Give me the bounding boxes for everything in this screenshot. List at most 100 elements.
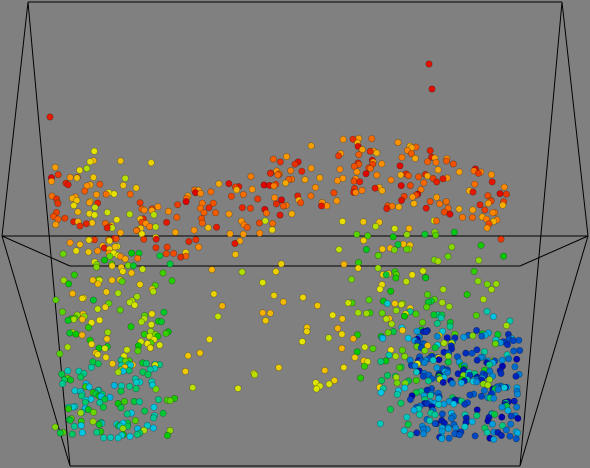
data-point (340, 260, 348, 268)
data-point (233, 186, 241, 194)
data-point (125, 366, 133, 374)
data-point (150, 211, 158, 219)
data-point (182, 198, 190, 206)
data-point (159, 409, 167, 417)
data-point (432, 217, 440, 225)
data-point (420, 179, 428, 187)
data-point (60, 276, 68, 284)
data-point (473, 326, 481, 334)
data-point (458, 213, 466, 221)
data-point (66, 416, 74, 424)
data-point (421, 347, 429, 355)
data-point (268, 226, 276, 234)
data-point (419, 372, 427, 380)
data-point (251, 371, 259, 379)
data-point (499, 422, 507, 430)
data-point (428, 85, 436, 93)
data-point (498, 403, 506, 411)
data-point (209, 199, 217, 207)
data-point (321, 366, 329, 374)
data-point (51, 423, 59, 431)
data-point (160, 308, 168, 316)
data-point (133, 293, 141, 301)
data-point (108, 262, 116, 270)
data-point (461, 400, 469, 408)
data-point (516, 346, 524, 354)
data-point (490, 435, 498, 443)
data-point (291, 160, 299, 168)
data-point (103, 335, 111, 343)
data-point (96, 180, 104, 188)
data-point (489, 209, 497, 217)
data-point (94, 360, 102, 368)
data-point (213, 223, 221, 231)
data-point (132, 184, 140, 192)
data-point (419, 267, 427, 275)
data-point (401, 352, 409, 360)
data-point (277, 196, 285, 204)
data-point (356, 178, 364, 186)
data-point (429, 356, 437, 364)
data-point (358, 186, 366, 194)
data-point (103, 224, 111, 232)
data-point (139, 265, 147, 273)
data-point (81, 187, 89, 195)
data-point (177, 253, 185, 261)
data-point (168, 277, 176, 285)
data-point (452, 424, 460, 432)
data-point (407, 150, 415, 158)
data-point (205, 335, 213, 343)
data-point (440, 339, 448, 347)
data-point (102, 288, 110, 296)
data-point (234, 384, 242, 392)
data-point (335, 152, 343, 160)
data-point (134, 254, 142, 262)
data-point (88, 219, 96, 227)
data-point (266, 169, 274, 177)
data-point (142, 359, 150, 367)
data-point (227, 192, 235, 200)
data-point (298, 338, 306, 346)
data-point (492, 280, 500, 288)
data-point (507, 420, 515, 428)
data-point (189, 384, 197, 392)
data-point (376, 285, 384, 293)
data-point (102, 353, 110, 361)
data-point (247, 204, 255, 212)
data-point (473, 411, 481, 419)
data-point (446, 210, 454, 218)
data-point (102, 190, 110, 198)
data-point (450, 228, 458, 236)
data-point (136, 398, 144, 406)
data-point (303, 327, 311, 335)
data-point (261, 217, 269, 225)
data-point (117, 387, 125, 395)
data-point (497, 369, 505, 377)
data-point (87, 363, 95, 371)
data-point (58, 380, 66, 388)
data-point (101, 303, 109, 311)
data-point (366, 165, 374, 173)
data-point (385, 351, 393, 359)
data-point (131, 301, 139, 309)
data-point (149, 424, 157, 432)
data-point (497, 431, 505, 439)
data-point (352, 189, 360, 197)
data-point (426, 417, 434, 425)
data-point (307, 192, 315, 200)
data-point (391, 300, 399, 308)
data-point (393, 379, 401, 387)
data-point (333, 197, 341, 205)
data-point (90, 147, 98, 155)
data-point (435, 356, 443, 364)
data-point (373, 149, 381, 157)
data-point (484, 381, 492, 389)
data-point (269, 155, 277, 163)
data-point (243, 223, 251, 231)
data-point (140, 206, 148, 214)
data-point (96, 316, 104, 324)
data-point (76, 166, 84, 174)
data-point (403, 245, 411, 253)
